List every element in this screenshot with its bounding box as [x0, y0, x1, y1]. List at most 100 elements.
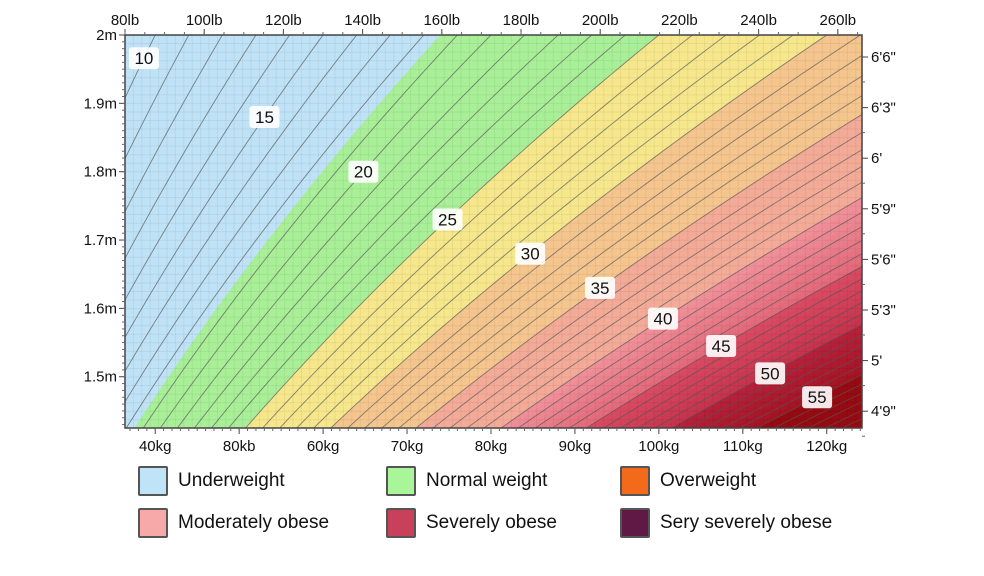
legend-swatch: [620, 466, 650, 496]
contour-line-12: [125, 35, 223, 213]
contour-line-40: [501, 197, 862, 428]
contour-line-32: [364, 54, 862, 428]
y-tick-label: 1.9m: [84, 95, 117, 112]
contour-label: 15: [255, 108, 274, 127]
contour-line-53: [722, 355, 862, 428]
contour-label: 40: [654, 310, 673, 329]
bmi-band-65.5: [936, 35, 984, 428]
legend-label: Sery severely obese: [660, 512, 833, 533]
legend-label: Overweight: [660, 470, 757, 491]
bmi-band-67.5: [970, 35, 984, 428]
contour-label: 10: [134, 49, 153, 68]
contour-label: 35: [591, 279, 610, 298]
contour-line-27: [279, 35, 727, 428]
bmi-band-59.5: [833, 414, 862, 428]
bmi-band-65: [927, 35, 984, 428]
top-tick-label: 100lb: [186, 12, 223, 29]
contour-line-11: [125, 35, 190, 160]
contour-line-31: [347, 35, 861, 428]
x-tick-label: 110kg: [723, 438, 763, 455]
contour-line-22: [194, 35, 559, 428]
contour-line-41: [518, 211, 862, 428]
legend-swatch: [620, 508, 650, 538]
bmi-band-5.5: [0, 35, 21, 428]
contour-line-68: [979, 35, 984, 428]
bmi-band-6: [0, 35, 38, 428]
contour-line-50: [671, 324, 862, 428]
contour-label: 25: [438, 211, 457, 230]
bmi-band-7: [0, 35, 71, 428]
legend-item: Underweight: [138, 466, 285, 496]
x-tick-label: 70kg: [391, 438, 424, 455]
contour-line-25: [245, 35, 660, 428]
x-tick-label: 80kg: [475, 438, 508, 455]
bmi-band-48: [637, 302, 862, 428]
bmi-band-60: [842, 418, 862, 428]
right-tick-label: 6'3": [871, 100, 896, 117]
bmi-band-6.5: [0, 35, 54, 428]
bmi-band-64: [910, 35, 984, 428]
plot-frame: [124, 34, 863, 429]
bmi-band-66.5: [953, 35, 984, 428]
bmi-band-62: [876, 35, 984, 428]
contour-line-29: [313, 35, 794, 428]
right-tick-label: 4'9": [871, 403, 896, 420]
bmi-band-48.5: [645, 307, 862, 428]
bmi-band-61.5: [868, 35, 984, 428]
y-tick-label: 2m: [96, 27, 117, 44]
contour-line-15: [125, 35, 324, 339]
contour-line-14: [125, 35, 290, 301]
right-tick-label: 5'9": [871, 201, 896, 218]
contour-line-45: [586, 265, 862, 428]
bmi-band-58.5: [816, 405, 862, 428]
right-tick-label: 6'6": [871, 49, 896, 66]
top-tick-label: 80lb: [111, 12, 139, 29]
contour-line-66: [944, 35, 984, 428]
legend-item: Overweight: [620, 466, 756, 496]
bmi-band-60.5: [850, 422, 862, 428]
contour-label-bg: [706, 334, 737, 357]
contour-line-34: [398, 95, 862, 428]
contour-line-19: [142, 35, 458, 428]
legend-label: Normal weight: [426, 470, 548, 491]
contour-line-33: [381, 75, 862, 428]
top-tick-label: 140lb: [344, 12, 381, 29]
contour-line-42: [535, 226, 862, 428]
x-tick-label: 100kg: [638, 438, 679, 455]
bmi-band-63: [893, 35, 984, 428]
contour-line-36: [432, 131, 862, 428]
right-tick-label: 5'6": [871, 251, 896, 268]
top-tick-label: 120lb: [265, 12, 302, 29]
legend-swatch: [386, 466, 416, 496]
bmi-band-68: [979, 35, 984, 428]
contour-label-bg: [515, 242, 546, 265]
top-tick-label: 260lb: [819, 12, 856, 29]
bmi-band-56.5: [782, 388, 862, 428]
top-tick-label: 240lb: [740, 12, 777, 29]
contour-label-bg: [755, 362, 786, 385]
contour-line-47: [620, 290, 862, 428]
contour-line-51: [688, 334, 862, 428]
x-tick-label: 60kg: [307, 438, 340, 455]
contour-label-bg: [348, 160, 379, 183]
bmi-band-57.5: [799, 397, 862, 428]
x-tick-label: 90kg: [559, 438, 592, 455]
contour-line-65: [927, 35, 984, 428]
bmi-band-5: [0, 35, 4, 428]
y-tick-label: 1.5m: [84, 369, 117, 386]
bmi-band-63.5: [902, 35, 984, 428]
top-tick-label: 180lb: [503, 12, 540, 29]
bmi-band-66: [944, 35, 984, 428]
x-tick-label: 40kg: [139, 438, 172, 455]
contour-label: 55: [808, 388, 827, 407]
contour-line-30: [330, 35, 827, 428]
contour-line-24: [228, 35, 626, 428]
y-tick-label: 1.7m: [84, 232, 117, 249]
top-tick-label: 160lb: [423, 12, 460, 29]
contour-line-17: [125, 35, 391, 403]
contour-line-28: [296, 35, 760, 428]
bmi-band-62.5: [885, 35, 984, 428]
legend-swatch: [138, 508, 168, 538]
top-tick-label: 220lb: [661, 12, 698, 29]
